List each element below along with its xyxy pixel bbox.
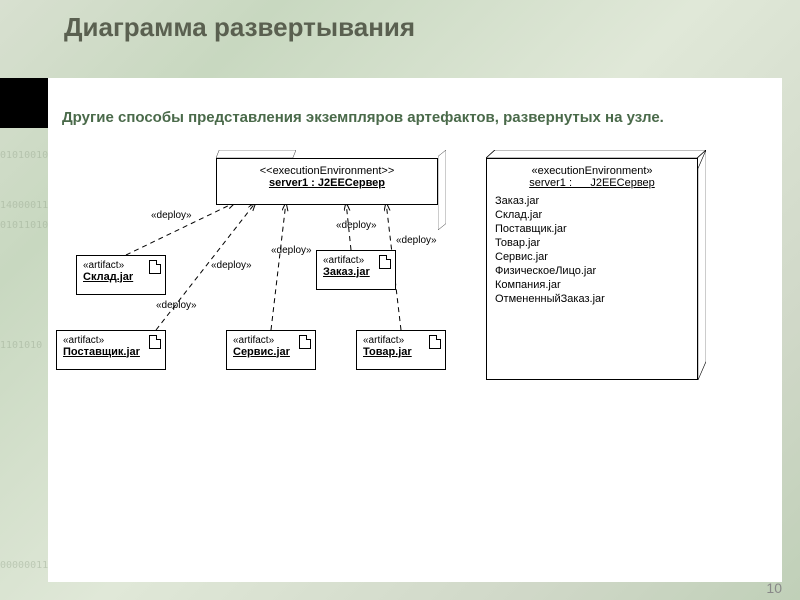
document-icon: [379, 255, 391, 269]
content-panel: Другие способы представления экземпляров…: [48, 78, 782, 582]
deployed-artifact-item: Поставщик.jar: [495, 223, 689, 235]
server-node: <<executionEnvironment>> server1 : J2EEС…: [216, 150, 446, 205]
subtitle-text: Другие способы представления экземпляров…: [56, 108, 774, 140]
deploy-label: «deploy»: [151, 210, 192, 221]
artifact-name: Склад.jar: [83, 271, 159, 283]
accent-box: [0, 78, 48, 128]
deployed-artifact-item: Компания.jar: [495, 279, 689, 291]
server-stereotype: <<executionEnvironment>>: [223, 165, 431, 177]
artifact-box: «artifact»Сервис.jar: [226, 330, 316, 370]
diagram: <<executionEnvironment>> server1 : J2EEС…: [56, 140, 774, 550]
document-icon: [299, 335, 311, 349]
right-server-name: server1 : J2EEСервер: [495, 177, 689, 189]
document-icon: [149, 335, 161, 349]
artifact-name: Сервис.jar: [233, 346, 309, 358]
right-stereotype: «executionEnvironment»: [495, 165, 689, 177]
deployed-artifact-item: Сервис.jar: [495, 251, 689, 263]
page-number: 10: [766, 580, 782, 596]
artifact-name: Товар.jar: [363, 346, 439, 358]
deployed-artifact-item: Товар.jar: [495, 237, 689, 249]
artifact-box: «artifact»Поставщик.jar: [56, 330, 166, 370]
deployed-artifact-item: ФизическоеЛицо.jar: [495, 265, 689, 277]
bg-deco-3: 010110100: [0, 220, 54, 231]
artifact-name: Поставщик.jar: [63, 346, 159, 358]
server-name: server1 : J2EEСервер: [223, 177, 431, 189]
document-icon: [429, 335, 441, 349]
artifact-stereotype: «artifact»: [233, 335, 309, 346]
deployed-artifact-item: Склад.jar: [495, 209, 689, 221]
page-title: Диаграмма развертывания: [0, 0, 800, 55]
bg-deco-4: 1101010: [0, 340, 42, 351]
document-icon: [149, 260, 161, 274]
deploy-label: «deploy»: [336, 220, 377, 231]
artifact-box: «artifact»Товар.jar: [356, 330, 446, 370]
deploy-label: «deploy»: [271, 245, 312, 256]
deployed-artifact-item: ОтмененныйЗаказ.jar: [495, 293, 689, 305]
artifact-box: «artifact»Заказ.jar: [316, 250, 396, 290]
right-node: «executionEnvironment» server1 : J2EEСер…: [486, 150, 706, 380]
deploy-label: «deploy»: [156, 300, 197, 311]
artifact-stereotype: «artifact»: [363, 335, 439, 346]
artifact-stereotype: «artifact»: [83, 260, 159, 271]
deploy-label: «deploy»: [396, 235, 437, 246]
deploy-label: «deploy»: [211, 260, 252, 271]
artifact-box: «artifact»Склад.jar: [76, 255, 166, 295]
deployed-artifact-item: Заказ.jar: [495, 195, 689, 207]
artifact-stereotype: «artifact»: [63, 335, 159, 346]
